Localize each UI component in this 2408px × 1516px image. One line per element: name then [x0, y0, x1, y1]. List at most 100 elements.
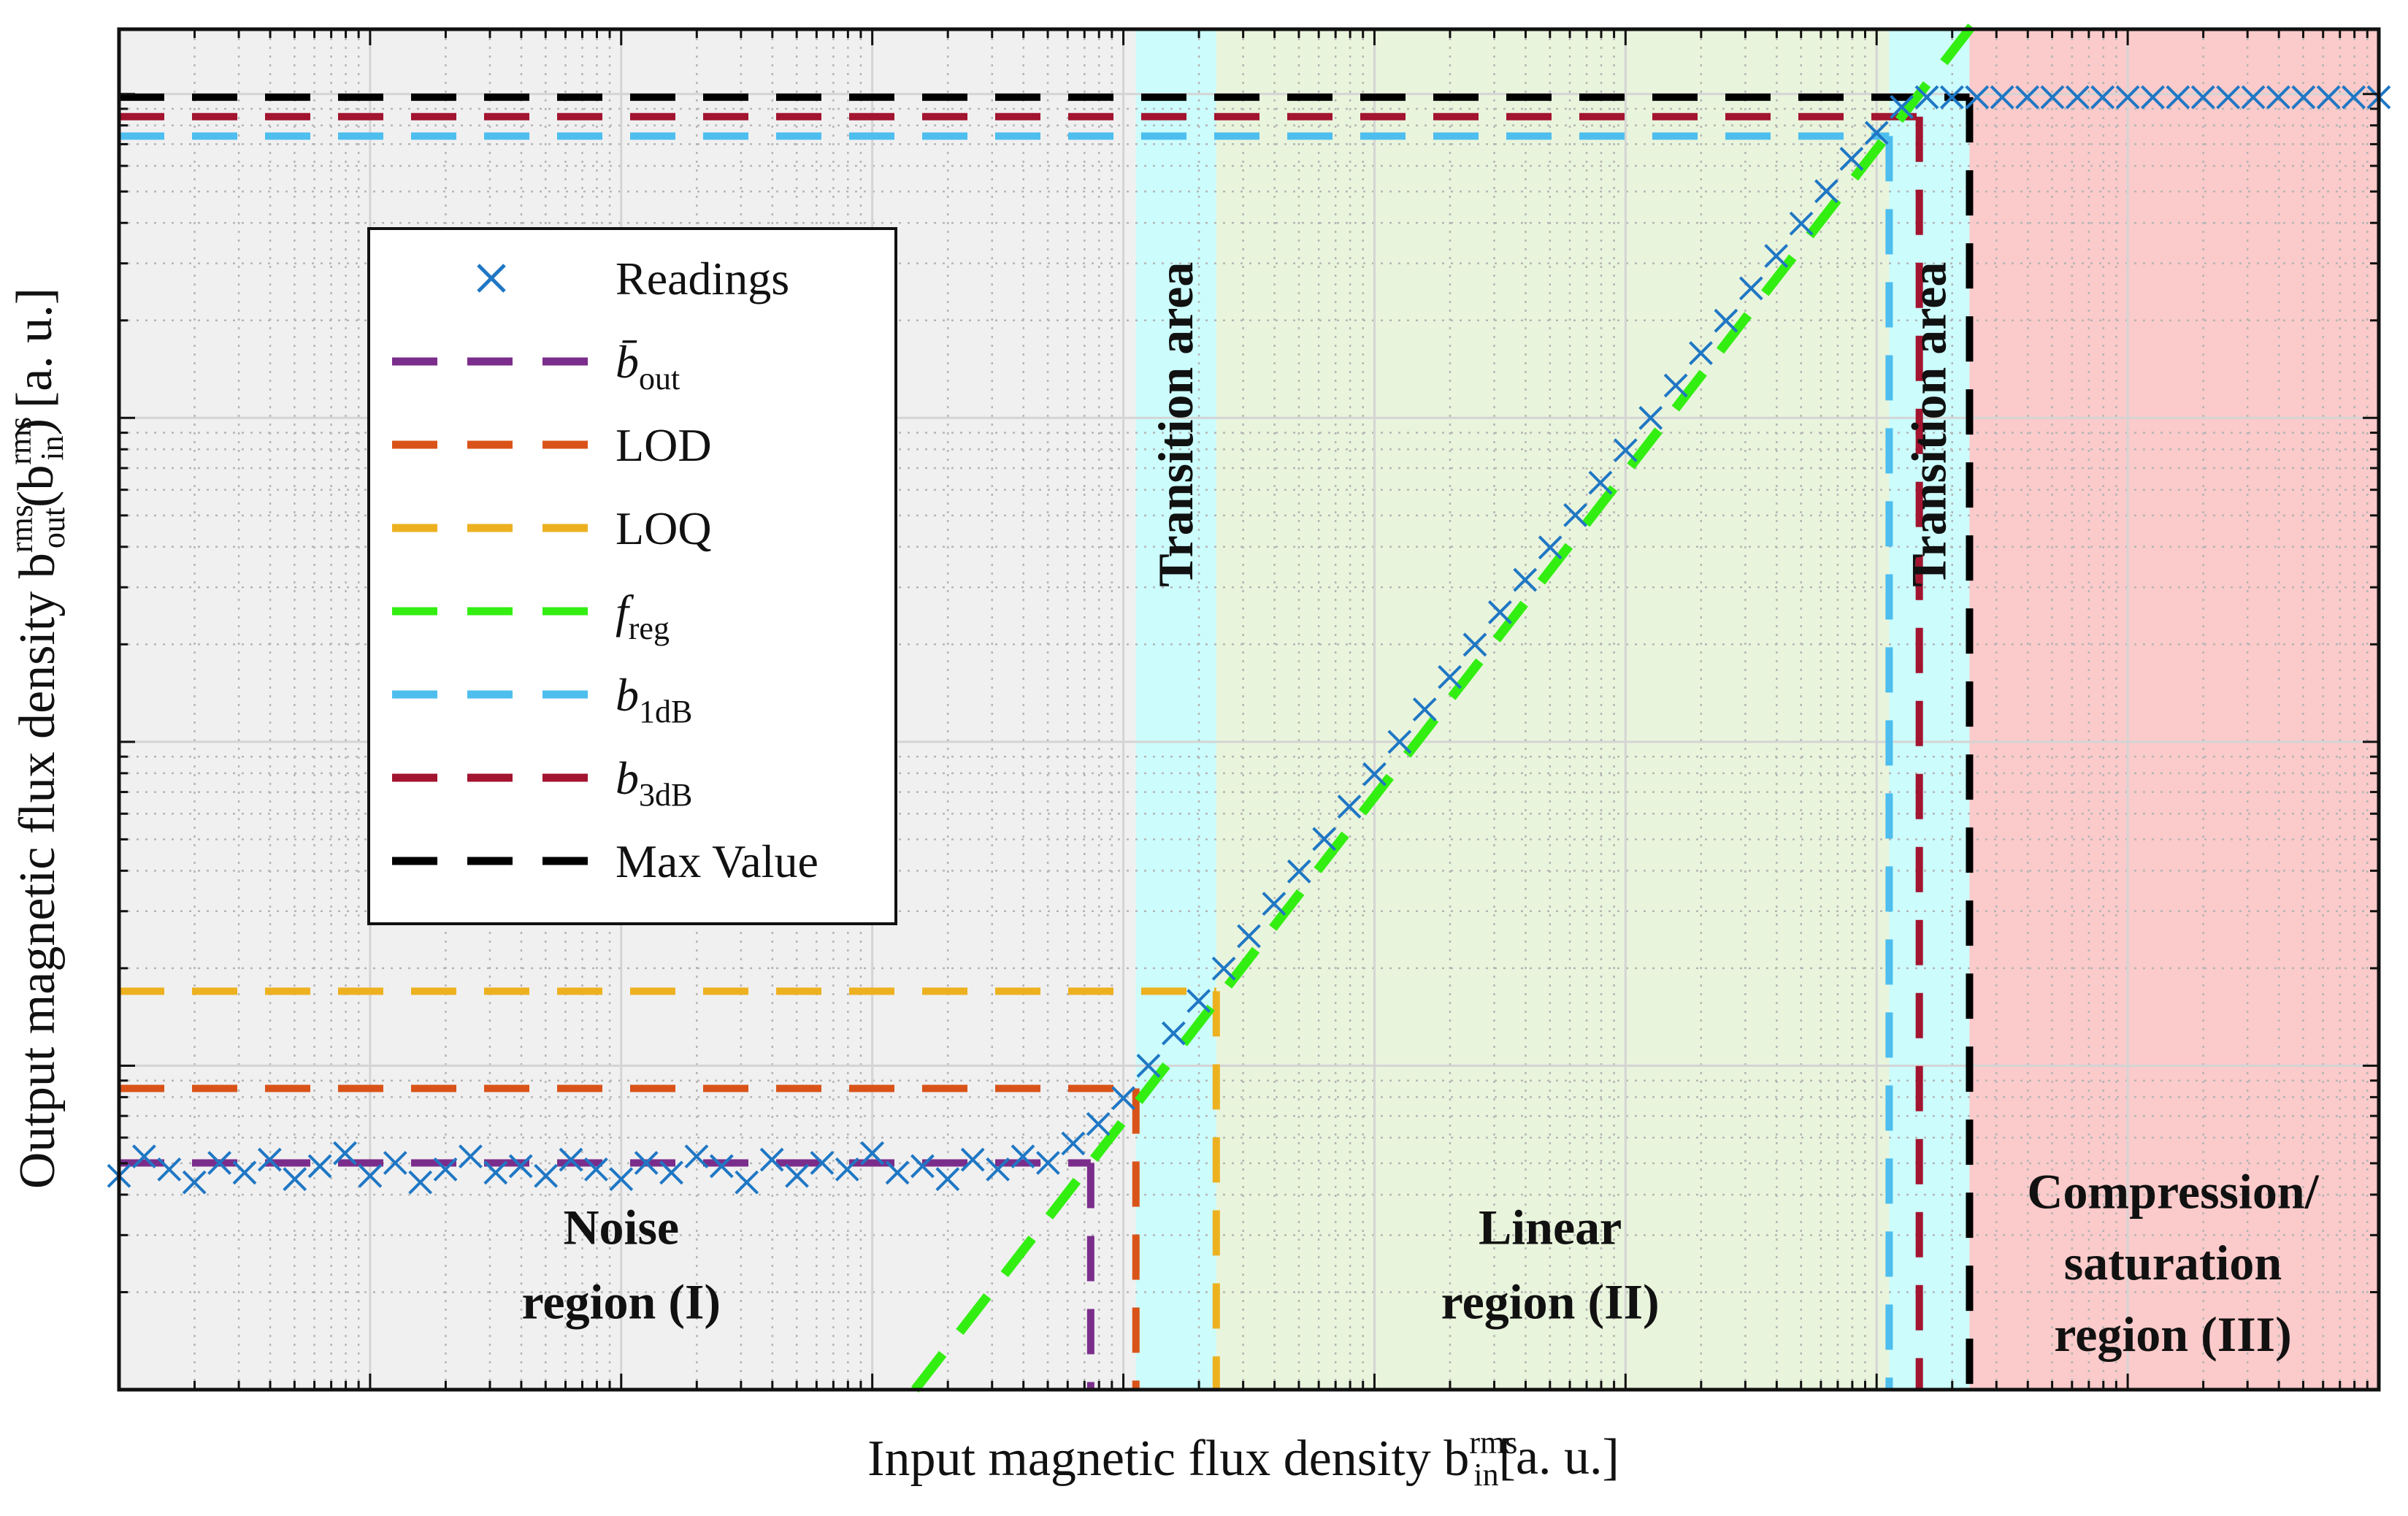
reading-point-stroke [1035, 1151, 1060, 1175]
legend-marker-readings [477, 264, 506, 293]
reading-point-stroke [358, 1163, 383, 1188]
reading-point [1663, 373, 1688, 398]
reading-point-stroke [960, 1147, 985, 1172]
reading-point-stroke [735, 1170, 759, 1195]
reading-point [1211, 956, 1236, 981]
reading-point-stroke [835, 1157, 859, 1182]
reading-point [257, 1147, 282, 1172]
reading-point [2190, 85, 2215, 110]
reading-point-stroke [1663, 373, 1688, 398]
reading-point [131, 1144, 156, 1169]
region-label-0-line-1: region (I) [521, 1274, 721, 1329]
reading-point [1287, 859, 1311, 884]
reading-point-stroke [508, 1154, 533, 1179]
reading-point [2090, 85, 2115, 110]
reading-point [157, 1157, 182, 1182]
legend-label-mean_out: b̄out [616, 336, 680, 397]
reading-point-stroke [1738, 276, 1763, 301]
reading-point-stroke [810, 1151, 835, 1175]
reading-point-stroke [1990, 85, 2014, 110]
legend-label-readings: Readings [616, 253, 789, 305]
legend-label-main: LOQ [616, 502, 712, 554]
reading-point-stroke [1638, 405, 1663, 430]
reading-point-stroke [1387, 730, 1412, 754]
reading-point [1613, 438, 1638, 463]
legend-label-freg: freg [616, 586, 670, 646]
reading-point-stroke [2266, 85, 2290, 110]
reading-point [735, 1170, 759, 1195]
transition-area-label-1: Transition area [1901, 262, 1956, 587]
reading-point [1864, 120, 1889, 145]
reading-point [935, 1167, 960, 1192]
reading-point-stroke [1061, 1131, 1086, 1156]
reading-point-stroke [1914, 85, 1939, 110]
legend-label-b1db: b1dB [616, 669, 692, 730]
reading-point-stroke [2040, 85, 2065, 110]
reading-point-stroke [257, 1147, 282, 1172]
reading-point-stroke [659, 1160, 683, 1185]
reading-point [1035, 1151, 1060, 1175]
reading-point [986, 1157, 1011, 1182]
reading-point [333, 1141, 357, 1165]
reading-point-stroke [2316, 85, 2341, 110]
reading-point [307, 1154, 332, 1179]
reading-point [1262, 892, 1287, 916]
reading-point-stroke [2141, 85, 2165, 110]
reading-point-stroke [1714, 308, 1738, 333]
reading-point [459, 1144, 483, 1169]
reading-point-stroke [2090, 85, 2115, 110]
reading-point [1965, 85, 1990, 110]
reading-point-stroke [1337, 795, 1362, 819]
reading-point [910, 1154, 935, 1179]
reading-point-stroke [1538, 535, 1562, 560]
reading-point-stroke [534, 1163, 559, 1188]
legend-label-main: b [616, 752, 639, 804]
region-label-2-line-1: saturation [2064, 1235, 2282, 1290]
region-band-3 [1889, 29, 1970, 1390]
y-axis-label-unit: [a. u.] [7, 288, 63, 408]
reading-point-stroke [1161, 1021, 1186, 1046]
reading-point [885, 1160, 910, 1185]
reading-point-stroke [2241, 85, 2266, 110]
reading-point [207, 1151, 231, 1175]
reference-lines [119, 16, 1981, 1393]
region-label-1-line-0: Linear [1479, 1199, 1622, 1255]
reading-point-stroke [1237, 924, 1261, 949]
reading-point-stroke [1965, 85, 1990, 110]
reading-point [609, 1167, 634, 1192]
reading-point [1538, 535, 1562, 560]
y-axis-label-paren-close: ) [7, 418, 63, 435]
reading-point [1939, 85, 1964, 110]
reading-point [408, 1170, 433, 1195]
reading-point [1738, 276, 1763, 301]
reading-point-stroke [986, 1157, 1011, 1182]
reading-point-stroke [1438, 665, 1462, 689]
reading-point [358, 1163, 383, 1188]
reading-point [1011, 1144, 1035, 1169]
reading-point [1086, 1111, 1111, 1136]
reading-point [634, 1151, 659, 1175]
reading-point-stroke [333, 1141, 357, 1165]
reading-point-stroke [1839, 147, 1864, 171]
reading-point-stroke [408, 1170, 433, 1195]
reading-point-stroke [2015, 85, 2039, 110]
reading-point [960, 1147, 985, 1172]
legend-label-lod: LOD [616, 419, 712, 471]
plot-frame [117, 27, 2381, 1392]
reading-point [583, 1157, 608, 1182]
reading-point-stroke [1814, 179, 1838, 204]
reading-point [534, 1163, 559, 1188]
x-axis-label-unit: [a. u.] [1499, 1429, 1619, 1485]
reading-point-stroke [935, 1167, 960, 1192]
reading-point [2241, 85, 2266, 110]
reading-point-stroke [1412, 697, 1437, 721]
reading-point-stroke [1287, 859, 1311, 884]
reading-point [1061, 1131, 1086, 1156]
reading-point [1362, 762, 1387, 786]
reading-point [1990, 85, 2014, 110]
y-axis-label: Output magnetic flux density brmsout(brm… [2, 288, 72, 1189]
reading-point [2166, 85, 2190, 110]
reading-point [2065, 85, 2090, 110]
reading-point-stroke [433, 1157, 458, 1182]
reading-point [2266, 85, 2290, 110]
